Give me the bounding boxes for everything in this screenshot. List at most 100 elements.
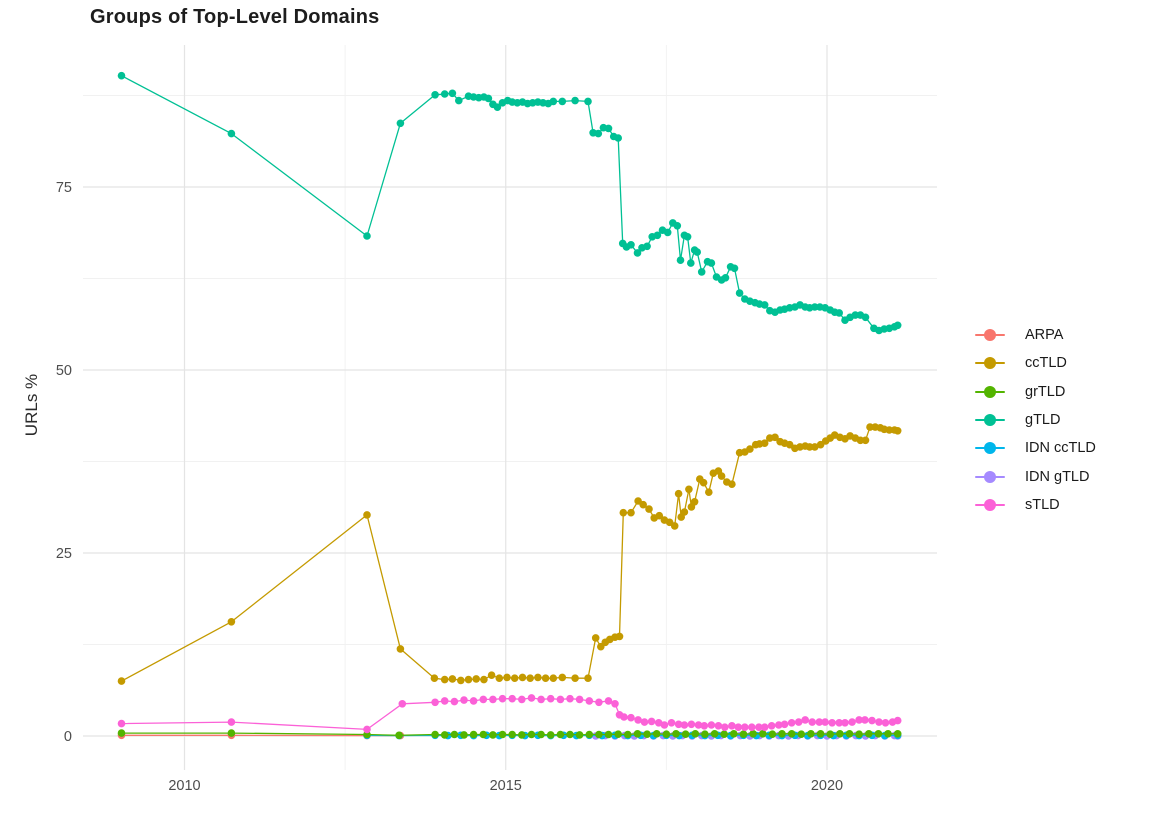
series-point-stld [875,718,883,726]
series-point-grtld [730,730,738,738]
series-point-cctld [627,508,635,517]
legend-label: sTLD [1025,496,1060,513]
series-point-grtld [710,730,719,738]
series-point-gtld [861,313,870,322]
series-point-gtld [707,259,716,267]
series-point-stld [794,718,803,726]
series-point-grtld [778,730,786,738]
series-point-cctld [670,522,679,530]
series-point-cctld [227,618,236,626]
legend-key-dot [984,470,996,483]
series-point-grtld [585,730,594,739]
series-point-stld [440,697,449,705]
series-point-stld [460,696,468,704]
series-point-stld [585,697,594,705]
series-point-cctld [728,480,736,489]
series-point-stld [546,694,555,703]
series-point-gtld [687,259,695,267]
series-point-gtld [673,222,682,230]
series-point-grtld [566,730,574,739]
series-point-grtld [720,730,728,738]
series-point-cctld [534,673,542,682]
series-point-cctld [705,488,713,497]
series-point-stld [667,719,676,727]
series-point-stld [611,700,619,708]
series-point-grtld [874,730,883,738]
series-point-stld [489,695,497,704]
series-point-stld [694,721,703,729]
series-point-stld [815,718,824,726]
series-point-cctld [885,426,894,434]
series-point-grtld [575,731,584,739]
legend-key-icon [975,497,1005,513]
legend-item-idn-gtld: IDN gTLD [975,462,1096,490]
legend: ARPA ccTLD grTLD gTLD IDN ccTLD IDN gTLD sTLD [975,321,1096,519]
series-point-cctld [591,634,600,642]
series-point-stld [707,721,716,729]
series-point-gtld [571,96,579,105]
series-point-gtld [117,71,126,80]
series-point-cctld [440,675,449,684]
series-point-grtld [701,730,709,738]
series-point-stld [508,694,516,703]
series-point-grtld [739,730,748,738]
series-point-gtld [730,264,739,273]
series-point-grtld [395,731,403,740]
series-point-gtld [493,103,502,111]
series-point-stld [808,718,816,726]
series-point-grtld [768,730,777,738]
series-point-gtld [448,89,457,98]
series-point-cctld [518,673,527,682]
series-point-stld [828,719,836,727]
series-point-gtld [604,124,613,133]
series-point-grtld [440,731,449,739]
legend-item-cctld: ccTLD [975,349,1096,377]
series-point-cctld [680,508,689,516]
legend-item-stld: sTLD [975,491,1096,519]
series-point-stld [821,718,829,726]
legend-label: ARPA [1025,327,1064,344]
series-point-stld [674,720,683,729]
series-point-cctld [861,436,870,445]
legend-label: IDN gTLD [1025,468,1090,485]
series-point-grtld [865,730,873,738]
series-point-grtld [614,730,622,738]
series-point-grtld [836,730,844,738]
y-tick-label: 0 [64,729,72,745]
series-point-cctld [487,671,496,679]
series-point-grtld [518,731,526,739]
legend-item-arpa: ARPA [975,321,1096,349]
series-point-gtld [363,232,371,240]
series-point-cctld [503,673,511,682]
series-point-grtld [624,730,632,739]
y-tick-label: 25 [56,546,72,562]
series-point-gtld [484,94,493,103]
series-point-cctld [472,675,481,683]
legend-key-icon [975,412,1005,428]
series-point-grtld [469,730,478,739]
series-point-stld [721,723,729,731]
series-point-stld [654,719,663,727]
series-point-gtld [549,97,558,106]
x-tick-label: 2010 [168,778,200,794]
legend-key-dot [984,442,996,455]
series-point-stld [398,700,407,708]
series-point-cctld [655,511,664,520]
series-point-cctld [363,511,371,519]
series-point-gtld [227,129,236,138]
series-point-stld [855,716,863,724]
series-point-cctld [457,676,465,685]
series-point-stld [431,698,439,707]
legend-key-dot [984,385,996,398]
series-point-cctld [645,505,653,513]
series-point-stld [714,722,723,730]
series-point-gtld [643,242,651,251]
series-point-cctld [674,489,683,498]
series-point-grtld [431,730,439,739]
series-point-stld [861,716,869,724]
legend-label: ccTLD [1025,355,1067,372]
series-point-grtld [681,730,690,738]
series-point-stld [760,723,769,731]
series-point-gtld [683,233,692,241]
